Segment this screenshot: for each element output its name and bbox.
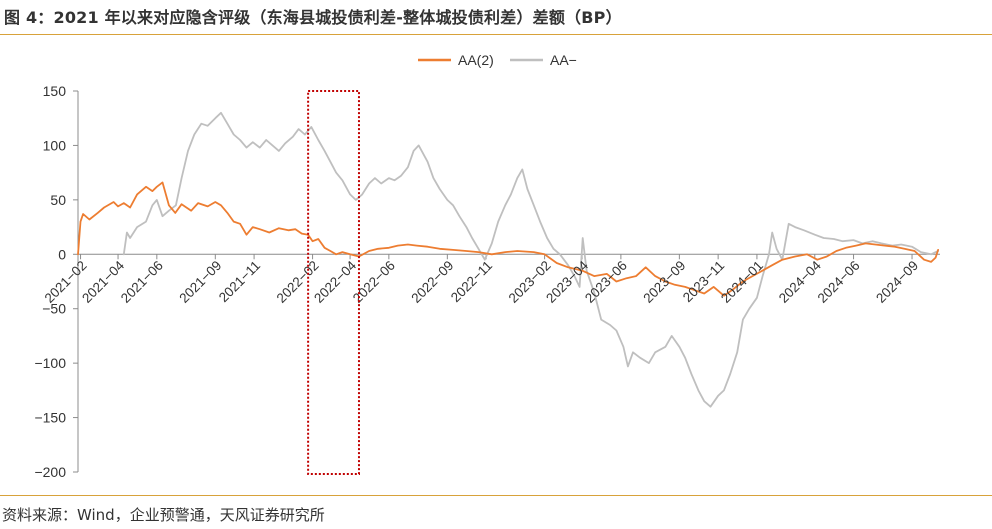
y-tick-labels: 150 100 50 0 −50 −100 −150 −200 <box>34 83 66 480</box>
y-tick-label: −100 <box>34 355 66 371</box>
source-note: 资料来源：Wind，企业预警通，天风证券研究所 <box>2 506 325 524</box>
chart-lines <box>77 111 939 408</box>
legend-item-aa2-label: AA(2) <box>458 52 494 68</box>
x-tick-label: 2021−11 <box>216 258 263 305</box>
x-tick-label: 2022−11 <box>448 258 495 305</box>
x-tick-label: 2021−09 <box>176 258 224 306</box>
x-tick-label: 2023−06 <box>582 258 630 306</box>
title-divider <box>0 34 992 35</box>
y-tick-label: −150 <box>34 410 66 426</box>
source-divider <box>0 495 992 496</box>
x-tick-label: 2024−09 <box>873 258 921 306</box>
x-tick-label: 2023−09 <box>640 258 688 306</box>
series-line-aa-minus <box>122 111 939 408</box>
series-line-aa2 <box>77 181 939 297</box>
y-tick-label: −50 <box>42 301 66 317</box>
highlight-box <box>307 90 360 475</box>
x-tick-label: 2021−06 <box>118 258 166 306</box>
x-tick-label: 2024−06 <box>815 258 863 306</box>
y-tick-label: 150 <box>43 83 67 99</box>
y-tick-label: 50 <box>50 192 66 208</box>
chart-axes <box>73 90 940 473</box>
x-tick-label: 2022−09 <box>408 258 456 306</box>
x-tick-label: 2022−06 <box>350 258 398 306</box>
figure-title: 图 4：2021 年以来对应隐含评级（东海县城投债利差-整体城投债利差）差额（B… <box>4 8 622 27</box>
y-tick-label: 0 <box>58 246 66 262</box>
legend: AA(2) AA− <box>418 52 577 68</box>
x-tick-label: 2024−01 <box>718 258 766 306</box>
y-tick-label: −200 <box>34 464 66 480</box>
y-tick-label: 100 <box>43 137 67 153</box>
legend-item-aa-minus-label: AA− <box>550 52 577 68</box>
